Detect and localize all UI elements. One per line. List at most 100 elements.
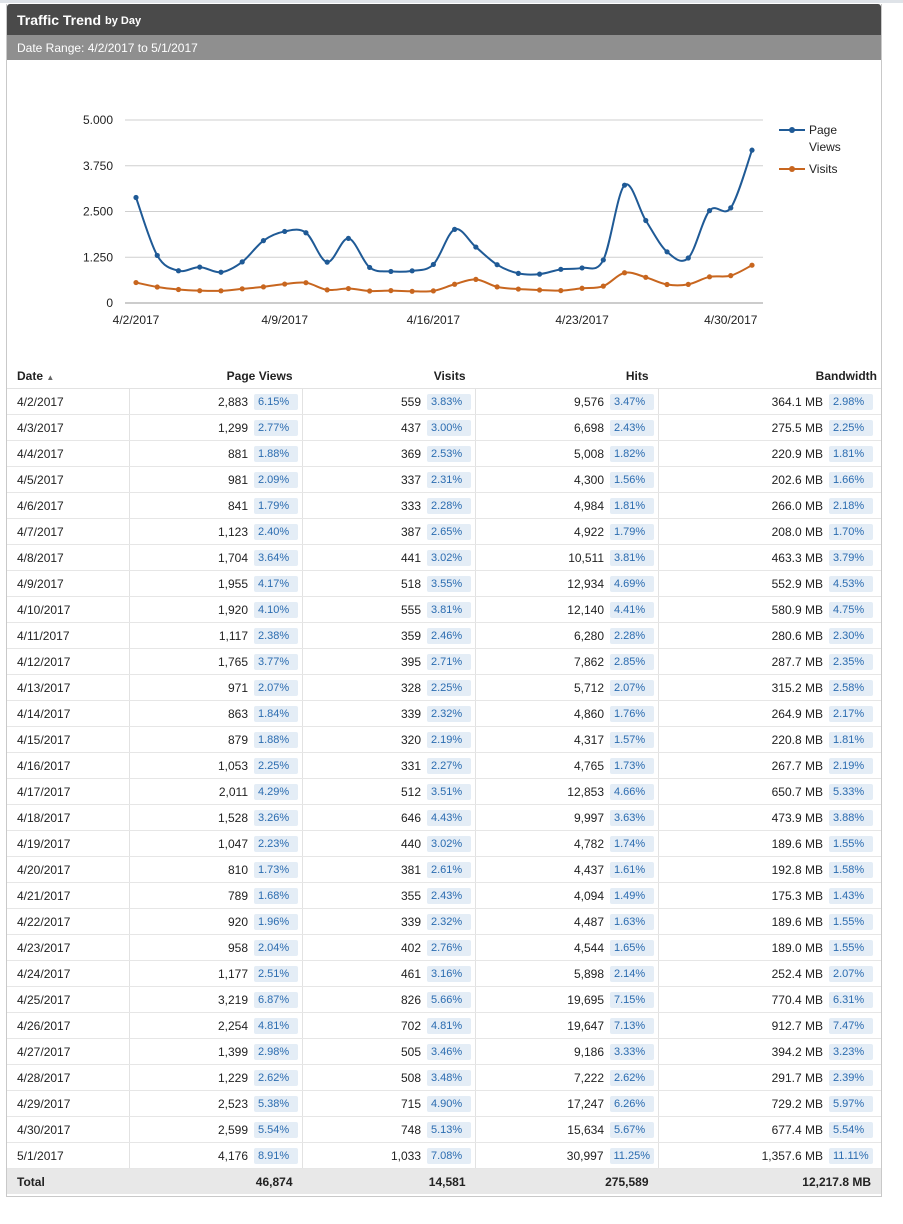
cell-hits-value: 17,247 (567, 1096, 604, 1111)
cell-bandwidth-value: 463.3 MB (771, 550, 823, 565)
cell-bandwidth-percent-badge: 3.79% (829, 549, 873, 566)
cell-visits-percent-badge: 3.16% (427, 965, 471, 982)
cell-date: 4/29/2017 (7, 1090, 130, 1117)
cell-bandwidth-percent-badge: 2.17% (829, 705, 873, 722)
cell-hits: 6,698 2.43% (475, 414, 659, 441)
cell-visits-value: 508 (400, 1070, 421, 1085)
cell-bandwidth: 266.0 MB 2.18% (658, 492, 881, 519)
cell-page-views-value: 1,053 (217, 758, 248, 773)
cell-visits-percent-badge: 2.25% (427, 679, 471, 696)
cell-hits-percent-badge: 2.07% (610, 679, 654, 696)
cell-bandwidth: 189.0 MB 1.55% (658, 934, 881, 961)
cell-visits-value: 715 (400, 1096, 421, 1111)
cell-bandwidth: 677.4 MB 5.54% (658, 1116, 881, 1143)
cell-visits-percent-badge: 2.31% (427, 471, 471, 488)
cell-bandwidth: 291.7 MB 2.39% (658, 1064, 881, 1091)
chart-svg: 5.000 3.750 2.500 1.250 04/2/2017 4/9/2017 4/1… (83, 113, 841, 327)
cell-date: 4/30/2017 (7, 1116, 130, 1143)
column-header-date[interactable]: Date ▲ (7, 364, 130, 389)
series-page-views-point (345, 235, 352, 242)
cell-date: 4/3/2017 (7, 414, 130, 441)
x-tick-label: 4/30/2017 (704, 313, 758, 327)
cell-bandwidth-value: 175.3 MB (771, 888, 823, 903)
legend-swatch-point (789, 166, 795, 172)
series-page-views-point (643, 217, 649, 224)
panel-title: Traffic Trend (17, 11, 102, 28)
series-page-views-point (324, 259, 330, 265)
column-header-bandwidth[interactable]: Bandwidth (658, 364, 881, 389)
cell-visits-percent-badge: 4.90% (427, 1095, 471, 1112)
table-body: 4/2/2017 2,883 6.15% 559 3.83% 9,576 3.47% 364.… (7, 388, 881, 1194)
table-row: 4/5/2017 981 2.09% 337 2.31% 4,300 1.56% 202.6 … (7, 466, 881, 493)
cell-visits-percent-badge: 3.02% (427, 549, 471, 566)
cell-hits-value: 4,437 (573, 862, 604, 877)
series-page-views-point (664, 249, 670, 255)
cell-bandwidth-value: 364.1 MB (771, 394, 823, 409)
cell-bandwidth-percent-badge: 1.58% (829, 861, 873, 878)
cell-visits: 559 3.83% (302, 388, 476, 415)
cell-hits: 12,934 4.69% (475, 570, 659, 597)
cell-hits-value: 4,922 (573, 524, 604, 539)
cell-bandwidth-value: 189.6 MB (771, 914, 823, 929)
cell-hits-value: 5,898 (573, 966, 604, 981)
cell-hits: 9,997 3.63% (475, 804, 659, 831)
cell-bandwidth: 189.6 MB 1.55% (658, 830, 881, 857)
cell-date: 5/1/2017 (7, 1142, 130, 1169)
cell-bandwidth-value: 189.6 MB (771, 836, 823, 851)
series-visits-point (494, 284, 500, 290)
table-row: 4/30/2017 2,599 5.54% 748 5.13% 15,634 5.67% 67… (7, 1116, 881, 1143)
table-row: 4/29/2017 2,523 5.38% 715 4.90% 17,247 6.26% 72… (7, 1090, 881, 1117)
cell-hits-percent-badge: 1.74% (610, 835, 654, 852)
cell-bandwidth-percent-badge: 2.19% (829, 757, 873, 774)
column-header-page-views[interactable]: Page Views (129, 364, 303, 389)
cell-page-views-percent-badge: 4.10% (254, 601, 298, 618)
y-tick-label: 5.000 (83, 113, 113, 127)
cell-visits: 355 2.43% (302, 882, 476, 909)
table-row: 4/6/2017 841 1.79% 333 2.28% 4,984 1.81% 266.0 … (7, 492, 881, 519)
cell-visits-percent-badge: 5.66% (427, 991, 471, 1008)
cell-page-views-value: 1,920 (217, 602, 248, 617)
cell-visits: 826 5.66% (302, 986, 476, 1013)
cell-page-views-value: 881 (227, 446, 248, 461)
cell-visits-value: 559 (400, 394, 421, 409)
cell-hits-percent-badge: 1.56% (610, 471, 654, 488)
series-visits-point (643, 274, 649, 280)
cell-date: 4/21/2017 (7, 882, 130, 909)
cell-hits-value: 4,544 (573, 940, 604, 955)
cell-date: 4/10/2017 (7, 596, 130, 623)
series-visits-point (133, 279, 139, 286)
cell-page-views: 971 2.07% (129, 674, 303, 701)
cell-visits-value: 1,033 (390, 1148, 421, 1163)
series-page-views-point (515, 270, 521, 276)
column-header-hits[interactable]: Hits (475, 364, 659, 389)
cell-visits-percent-badge: 3.48% (427, 1069, 471, 1086)
cell-bandwidth-value: 912.7 MB (771, 1018, 823, 1033)
cell-bandwidth-percent-badge: 1.55% (829, 939, 873, 956)
cell-page-views-percent-badge: 1.84% (254, 705, 298, 722)
legend-swatch-point (789, 127, 795, 133)
table-row: 4/15/2017 879 1.88% 320 2.19% 4,317 1.57% 220.8… (7, 726, 881, 753)
cell-visits-percent-badge: 2.53% (427, 445, 471, 462)
series-visits-point (728, 273, 734, 279)
cell-page-views: 1,047 2.23% (129, 830, 303, 857)
cell-page-views-value: 1,047 (217, 836, 248, 851)
table-row: 4/21/2017 789 1.68% 355 2.43% 4,094 1.49% 175.3… (7, 882, 881, 909)
series-page-views-point (282, 228, 288, 235)
cell-hits-percent-badge: 1.79% (610, 523, 654, 540)
legend-label-visits: Visits (809, 162, 837, 176)
series-page-views-point (621, 182, 628, 188)
cell-page-views-value: 879 (227, 732, 248, 747)
cell-hits-percent-badge: 1.61% (610, 861, 654, 878)
cell-bandwidth-percent-badge: 4.75% (829, 601, 873, 618)
table-row: 4/4/2017 881 1.88% 369 2.53% 5,008 1.82% 220.9 … (7, 440, 881, 467)
cell-visits-value: 461 (400, 966, 421, 981)
cell-hits-value: 6,698 (573, 420, 604, 435)
cell-bandwidth-percent-badge: 3.23% (829, 1043, 873, 1060)
cell-bandwidth: 267.7 MB 2.19% (658, 752, 881, 779)
cell-bandwidth-value: 729.2 MB (771, 1096, 823, 1111)
cell-page-views-percent-badge: 1.73% (254, 861, 298, 878)
cell-bandwidth: 650.7 MB 5.33% (658, 778, 881, 805)
cell-bandwidth-value: 315.2 MB (771, 680, 823, 695)
column-header-visits[interactable]: Visits (302, 364, 476, 389)
cell-page-views-value: 2,254 (217, 1018, 248, 1033)
